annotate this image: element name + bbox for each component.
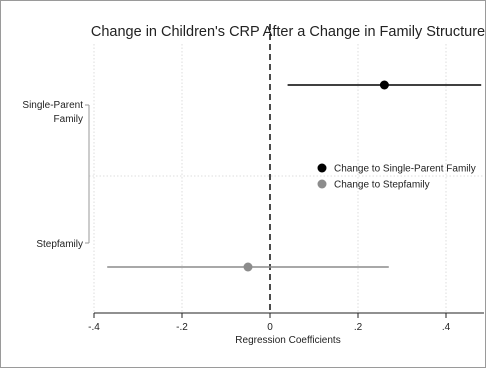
- y-category-label: Family: [54, 114, 83, 125]
- axes-layer: -.4 -.2 0 .2 .4 Single-Parent Family Stepfamily: [22, 100, 484, 333]
- point-estimate: [243, 262, 253, 272]
- x-axis-title: Regression Coefficients: [235, 335, 340, 346]
- legend-label: Change to Stepfamily: [334, 180, 430, 191]
- y-category-label: Single-Parent: [22, 100, 83, 111]
- legend-marker: [317, 163, 327, 173]
- legend-marker: [317, 179, 327, 189]
- x-tick-label: -.2: [176, 322, 188, 333]
- legend-label: Change to Single-Parent Family: [334, 164, 476, 175]
- legend-layer: Change to Single-Parent Family Change to …: [317, 163, 476, 191]
- marks-layer: [107, 80, 482, 272]
- x-tick-label: 0: [267, 322, 273, 333]
- grid-layer: [89, 24, 484, 313]
- chart-title: Change in Children's CRP After a Change …: [91, 24, 485, 40]
- point-estimate: [379, 80, 389, 90]
- x-tick-label: -.4: [88, 322, 100, 333]
- x-tick-label: .4: [442, 322, 451, 333]
- x-tick-label: .2: [354, 322, 363, 333]
- y-category-label: Stepfamily: [36, 239, 83, 250]
